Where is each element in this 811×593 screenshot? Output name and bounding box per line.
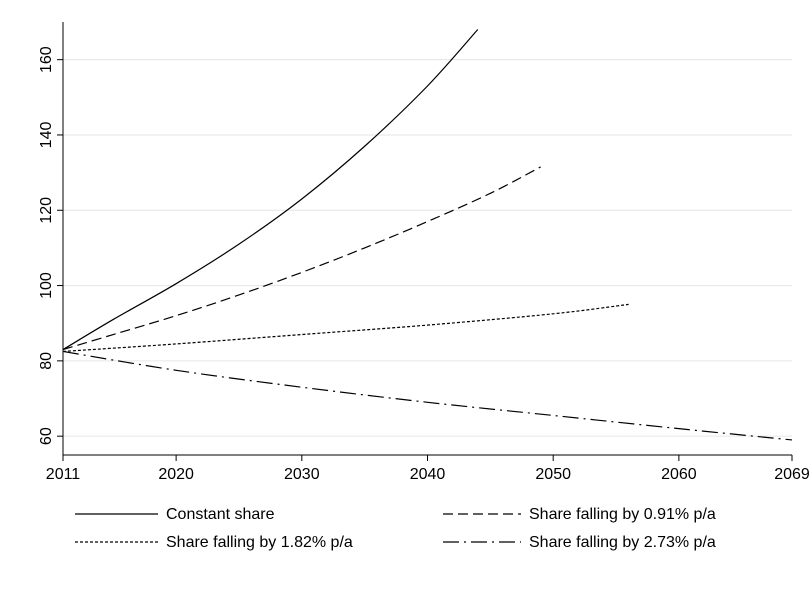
x-tick-label: 2020 xyxy=(158,466,194,483)
gridlines xyxy=(63,59,792,437)
series-line-4 xyxy=(62,350,793,441)
legend-label-1: Constant share xyxy=(166,506,275,523)
y-tick-label: 100 xyxy=(38,272,55,299)
y-tick-label: 160 xyxy=(38,46,55,73)
series-lines xyxy=(62,29,793,441)
y-tick-label: 80 xyxy=(38,352,55,370)
y-tick-label: 120 xyxy=(38,197,55,224)
series-line-2 xyxy=(62,166,541,351)
y-tick-label: 60 xyxy=(38,427,55,445)
legend-label-2: Share falling by 0.91% p/a xyxy=(529,506,716,523)
y-axis-ticks: 60 80 100 120 140 160 xyxy=(38,46,63,445)
x-tick-label: 2030 xyxy=(284,466,320,483)
x-tick-label: 2069 xyxy=(774,466,810,483)
series-line-3 xyxy=(62,303,629,353)
x-tick-label: 2060 xyxy=(661,466,697,483)
series-line-1 xyxy=(62,29,479,351)
x-axis-ticks: 2011 2020 2030 2040 2050 2060 2069 xyxy=(46,455,810,483)
legend: Constant share Share falling by 0.91% p/a… xyxy=(75,506,716,551)
legend-label-4: Share falling by 2.73% p/a xyxy=(529,534,716,551)
y-tick-label: 140 xyxy=(38,122,55,149)
legend-label-3: Share falling by 1.82% p/a xyxy=(166,534,353,551)
x-tick-label: 2040 xyxy=(410,466,446,483)
x-tick-label: 2050 xyxy=(535,466,571,483)
x-tick-label: 2011 xyxy=(46,466,81,483)
